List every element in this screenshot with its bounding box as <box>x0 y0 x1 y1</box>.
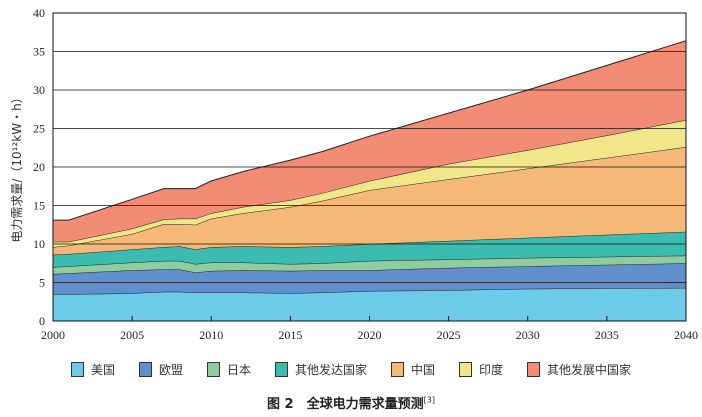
area-0 <box>53 287 686 321</box>
x-tick-label: 2000 <box>41 328 65 342</box>
legend-label: 其他发展中国家 <box>547 363 632 377</box>
x-tick-label: 2030 <box>516 328 540 342</box>
x-tick-label: 2020 <box>358 328 382 342</box>
legend: 美国 欧盟 日本 其他发达国家 中国 印度 其他发展中国家 <box>0 361 702 378</box>
y-axis-label: 电力需求量/（10¹²kW・h） <box>10 91 24 242</box>
caption-text: 图 2 全球电力需求量预测 <box>267 397 424 412</box>
x-tick-label: 2015 <box>278 328 302 342</box>
legend-swatch <box>459 362 473 377</box>
legend-item: 其他发展中国家 <box>527 361 631 378</box>
y-tick-label: 30 <box>33 83 45 97</box>
area-5 <box>53 120 686 248</box>
legend-item: 日本 <box>206 361 251 378</box>
legend-swatch <box>274 362 288 377</box>
y-tick-label: 5 <box>39 276 45 290</box>
legend-swatch <box>70 362 84 377</box>
x-tick-label: 2025 <box>437 328 461 342</box>
y-tick-label: 0 <box>39 314 45 328</box>
area-3 <box>53 231 686 268</box>
legend-item: 美国 <box>70 361 115 378</box>
caption-ref: [3] <box>423 395 435 405</box>
legend-label: 中国 <box>411 363 436 377</box>
area-4 <box>53 147 686 255</box>
legend-label: 印度 <box>479 363 504 377</box>
areas <box>52 40 687 321</box>
legend-label: 美国 <box>90 363 115 377</box>
series-line-6 <box>53 40 687 221</box>
legend-swatch <box>391 362 404 377</box>
area-2 <box>53 255 686 274</box>
area-6 <box>53 40 686 242</box>
x-tick-label: 2035 <box>595 328 619 342</box>
legend-item: 中国 <box>391 361 435 378</box>
legend-label: 其他发达国家 <box>294 363 367 377</box>
y-tick-label: 15 <box>33 199 45 213</box>
x-tick-label: 2005 <box>120 328 144 342</box>
legend-swatch <box>527 362 541 377</box>
y-tick-label: 20 <box>33 160 45 174</box>
y-tick-label: 35 <box>33 45 45 59</box>
y-tick-label: 10 <box>33 237 45 251</box>
legend-item: 欧盟 <box>138 361 183 378</box>
legend-item: 印度 <box>459 361 503 378</box>
legend-label: 日本 <box>226 363 251 377</box>
legend-swatch <box>138 362 152 377</box>
figure-caption: 图 2 全球电力需求量预测[3] <box>0 393 702 412</box>
legend-label: 欧盟 <box>158 363 183 377</box>
y-tick-label: 40 <box>33 6 45 20</box>
y-tick-label: 25 <box>33 122 45 136</box>
x-tick-label: 2010 <box>199 328 223 342</box>
x-tick-label: 2040 <box>674 328 698 342</box>
legend-swatch <box>206 362 220 377</box>
legend-item: 其他发达国家 <box>274 361 367 378</box>
